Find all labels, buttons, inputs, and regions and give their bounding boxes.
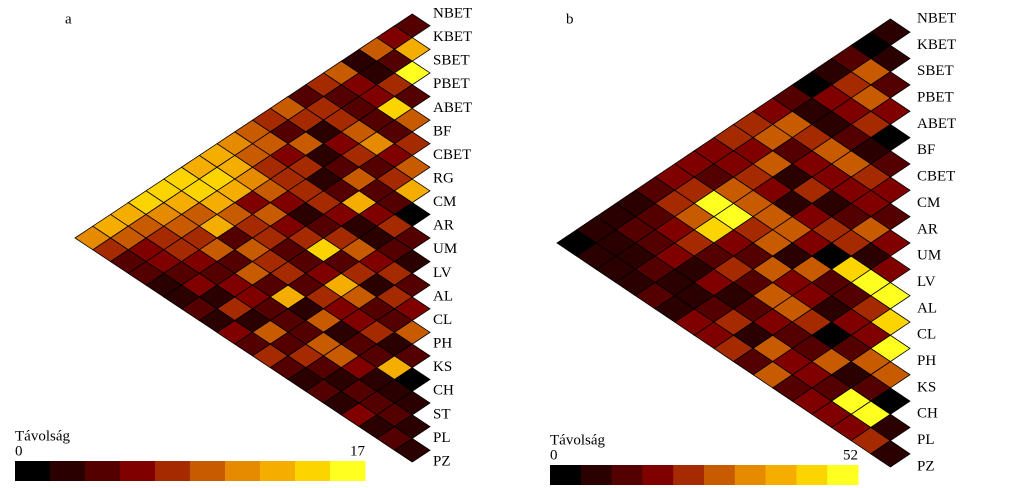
colorbar-block — [765, 465, 797, 485]
heat-cell — [393, 437, 431, 463]
row-label: CH — [917, 406, 938, 422]
row-label: LV — [917, 274, 936, 290]
panel-label: a — [65, 11, 72, 27]
colorbar-block — [704, 465, 736, 485]
colorbar-block — [611, 465, 643, 485]
row-label: CH — [433, 383, 454, 399]
colorbar-max: 52 — [843, 447, 858, 463]
colorbar-block — [120, 461, 156, 481]
row-label: SBET — [433, 53, 470, 69]
row-label: PBET — [433, 76, 470, 92]
colorbar-block — [260, 461, 296, 481]
row-label: ABET — [917, 116, 956, 132]
colorbar-block — [225, 461, 261, 481]
row-label: CBET — [917, 169, 955, 185]
row-label: CL — [917, 327, 936, 343]
colorbar-block — [796, 465, 828, 485]
row-label: CM — [917, 195, 940, 211]
colorbar-block — [827, 465, 859, 485]
colorbar-title: Távolság — [15, 428, 70, 444]
colorbar-block — [295, 461, 331, 481]
row-label: PH — [433, 336, 452, 352]
row-label: CBET — [433, 147, 471, 163]
colorbar-min: 0 — [15, 443, 23, 459]
row-label: ABET — [433, 100, 472, 116]
colorbar-block — [190, 461, 226, 481]
colorbar-title: Távolság — [550, 432, 605, 448]
row-label: NBET — [917, 10, 956, 26]
colorbar-block — [15, 461, 51, 481]
row-label: UM — [433, 241, 457, 257]
row-label: PH — [917, 353, 936, 369]
row-label: PZ — [433, 453, 451, 469]
row-label: BF — [433, 123, 451, 139]
row-label: CM — [433, 194, 456, 210]
colorbar-max: 17 — [350, 443, 366, 459]
row-label: ST — [433, 406, 451, 422]
colorbar-min: 0 — [550, 447, 558, 463]
row-label: AL — [917, 300, 937, 316]
colorbar-block — [330, 461, 366, 481]
row-label: PL — [917, 432, 935, 448]
row-label: UM — [917, 248, 941, 264]
colorbar-block — [734, 465, 767, 485]
row-label: KS — [917, 379, 936, 395]
colorbar-block — [85, 461, 121, 481]
row-label: PL — [433, 430, 451, 446]
row-label: RG — [433, 170, 454, 186]
row-label: AL — [433, 288, 453, 304]
row-label: CL — [433, 312, 452, 328]
row-label: PZ — [917, 458, 935, 474]
heat-cell — [870, 440, 911, 468]
row-label: SBET — [917, 63, 954, 79]
row-label: BF — [917, 142, 935, 158]
row-label: PBET — [917, 89, 954, 105]
colorbar-block — [580, 465, 613, 485]
colorbar-block — [673, 465, 705, 485]
colorbar-block — [550, 465, 582, 485]
row-label: NBET — [433, 5, 472, 21]
row-label: LV — [433, 265, 452, 281]
row-label: AR — [433, 218, 454, 234]
colorbar-block — [50, 461, 86, 481]
row-label: KBET — [917, 37, 956, 53]
colorbar-block — [155, 461, 191, 481]
panel-label: b — [566, 11, 574, 27]
row-label: AR — [917, 221, 938, 237]
row-label: KBET — [433, 29, 472, 45]
colorbar-block — [642, 465, 674, 485]
row-label: KS — [433, 359, 452, 375]
